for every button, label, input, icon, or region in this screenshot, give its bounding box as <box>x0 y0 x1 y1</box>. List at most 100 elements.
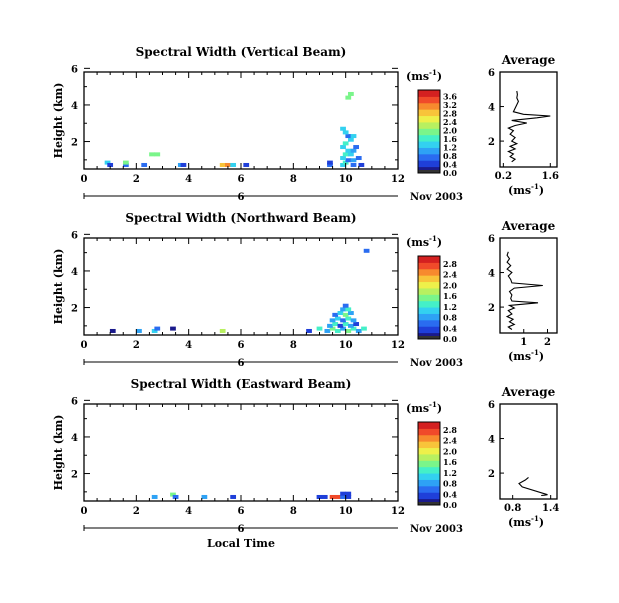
colorbar-zero-band <box>418 502 440 505</box>
colorbar-swatch <box>418 121 440 129</box>
colorbar-swatch <box>418 319 440 327</box>
profile-line <box>518 476 548 497</box>
data-cell <box>136 328 142 333</box>
data-cell <box>345 328 352 333</box>
data-cell <box>149 152 155 157</box>
data-cell <box>348 311 354 316</box>
data-cell <box>104 160 111 165</box>
colorbar-tick-label: 0.0 <box>443 500 457 510</box>
x-tick-label: 6 <box>238 506 245 517</box>
x-tick-label: 2 <box>133 340 140 351</box>
colorbar-swatch <box>418 422 440 429</box>
data-cell <box>107 162 114 167</box>
data-cell <box>345 316 352 321</box>
x-tick-label: 6 <box>238 340 245 351</box>
data-cell <box>350 162 357 167</box>
data-cell <box>334 328 341 333</box>
colorbar-unit: (ms-1) <box>406 400 442 415</box>
date-label: Nov 2003 <box>410 524 463 535</box>
colorbar-frame <box>417 89 441 174</box>
data-cell <box>109 328 116 333</box>
profile-x-label: (ms-1) <box>508 182 544 197</box>
profile-title: Average <box>501 385 556 399</box>
colorbar-swatch <box>418 447 440 455</box>
data-cell <box>348 137 354 142</box>
data-cell <box>151 494 158 499</box>
data-cell <box>348 91 354 96</box>
y-tick-label: 4 <box>71 101 78 112</box>
colorbar-swatch <box>418 102 440 110</box>
panel-title: Spectral Width (Vertical Beam) <box>136 45 347 59</box>
colorbar-swatch <box>418 434 440 442</box>
colorbar-swatch <box>418 115 440 123</box>
colorbar-swatch <box>418 300 440 308</box>
data-cell <box>358 162 365 167</box>
y-tick-label: 2 <box>71 470 78 481</box>
y-tick-label: 4 <box>71 433 78 444</box>
data-cell <box>170 492 176 497</box>
data-cell <box>350 134 357 139</box>
profile-y-tick-label: 2 <box>488 303 495 314</box>
profile-y-tick-label: 2 <box>488 469 495 480</box>
colorbar-swatch <box>418 262 440 270</box>
data-cell <box>141 162 148 167</box>
data-cell <box>329 494 336 499</box>
data-cell <box>172 494 179 499</box>
colorbar-tick-label: 0.4 <box>443 159 457 169</box>
data-cell <box>340 307 346 312</box>
data-cell <box>340 145 346 150</box>
data-cell <box>363 248 370 253</box>
colorbar-swatch <box>418 109 440 117</box>
x-tick-label: 4 <box>185 174 192 185</box>
date-label: Nov 2003 <box>410 358 463 369</box>
y-axis-label: Height (km) <box>52 249 65 325</box>
colorbar-swatch <box>418 294 440 302</box>
colorbar-tick-label: 2.0 <box>443 446 457 456</box>
colorbar-tick-label: 2.8 <box>443 425 457 435</box>
profile-y-tick-label: 6 <box>488 68 495 79</box>
colorbar-swatch <box>418 287 440 295</box>
x-tick-label: 12 <box>391 340 405 351</box>
colorbar-frame <box>417 255 441 340</box>
data-cell <box>361 326 367 331</box>
data-cell <box>306 328 312 333</box>
x-axis-label: Local Time <box>207 537 275 550</box>
colorbar-swatch <box>418 479 440 487</box>
y-axis-label: Height (km) <box>52 83 65 159</box>
colorbar-tick-label: 1.2 <box>443 302 457 312</box>
x-tick-label: 4 <box>185 340 192 351</box>
colorbar-swatch <box>418 90 440 97</box>
data-cell <box>342 141 349 146</box>
data-cell <box>345 95 352 100</box>
data-cell <box>342 130 349 135</box>
profile-x-label: (ms-1) <box>508 348 544 363</box>
data-cell <box>337 311 344 316</box>
colorbar-swatch <box>418 307 440 314</box>
colorbar-tick-label: 0.4 <box>443 489 457 499</box>
data-cell <box>348 152 354 157</box>
y-tick-label: 6 <box>71 396 78 407</box>
data-cell <box>355 328 362 333</box>
colorbar-swatch <box>418 281 440 289</box>
profile-y-tick-label: 4 <box>488 269 495 280</box>
data-cell <box>342 152 349 157</box>
data-cell <box>219 328 226 333</box>
colorbar-zero-band <box>418 170 440 173</box>
colorbar-swatch <box>418 160 440 168</box>
data-cell <box>201 494 208 499</box>
data-cell <box>332 312 339 317</box>
data-cell <box>348 323 354 328</box>
x-tick-label: 12 <box>391 506 405 517</box>
data-cell <box>345 158 352 163</box>
colorbar-swatch <box>418 492 440 500</box>
data-cell <box>154 326 161 331</box>
data-cell <box>340 156 346 161</box>
data-cell <box>230 494 237 499</box>
data-cell <box>345 307 352 312</box>
data-cell <box>337 323 344 328</box>
data-cell <box>225 162 231 167</box>
colorbar-swatch <box>418 256 440 263</box>
data-cell <box>342 160 349 165</box>
y-tick-label: 2 <box>71 138 78 149</box>
colorbar-tick-label: 1.2 <box>443 468 457 478</box>
